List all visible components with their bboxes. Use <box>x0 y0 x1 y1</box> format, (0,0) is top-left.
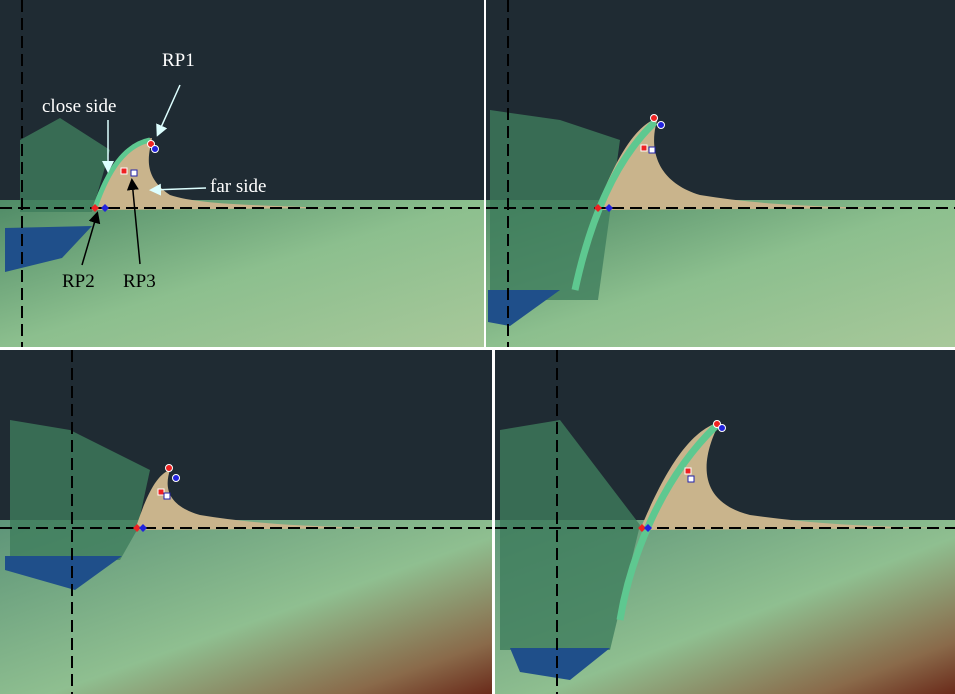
label-far-side: far side <box>210 176 266 197</box>
label-rp3: RP3 <box>123 271 156 292</box>
figure: RP1 close side far side RP2 RP3 <box>0 0 955 694</box>
panel-bottom-left <box>0 350 492 694</box>
panel-top-left: RP1 close side far side RP2 RP3 <box>0 0 484 347</box>
label-rp2: RP2 <box>62 271 95 292</box>
label-rp1: RP1 <box>162 50 195 71</box>
label-close-side: close side <box>42 96 116 117</box>
panel-top-right <box>486 0 955 347</box>
page: {"annotations": {"rp1": "RP1", "close_si… <box>0 0 955 694</box>
panel-bottom-right <box>495 350 955 694</box>
